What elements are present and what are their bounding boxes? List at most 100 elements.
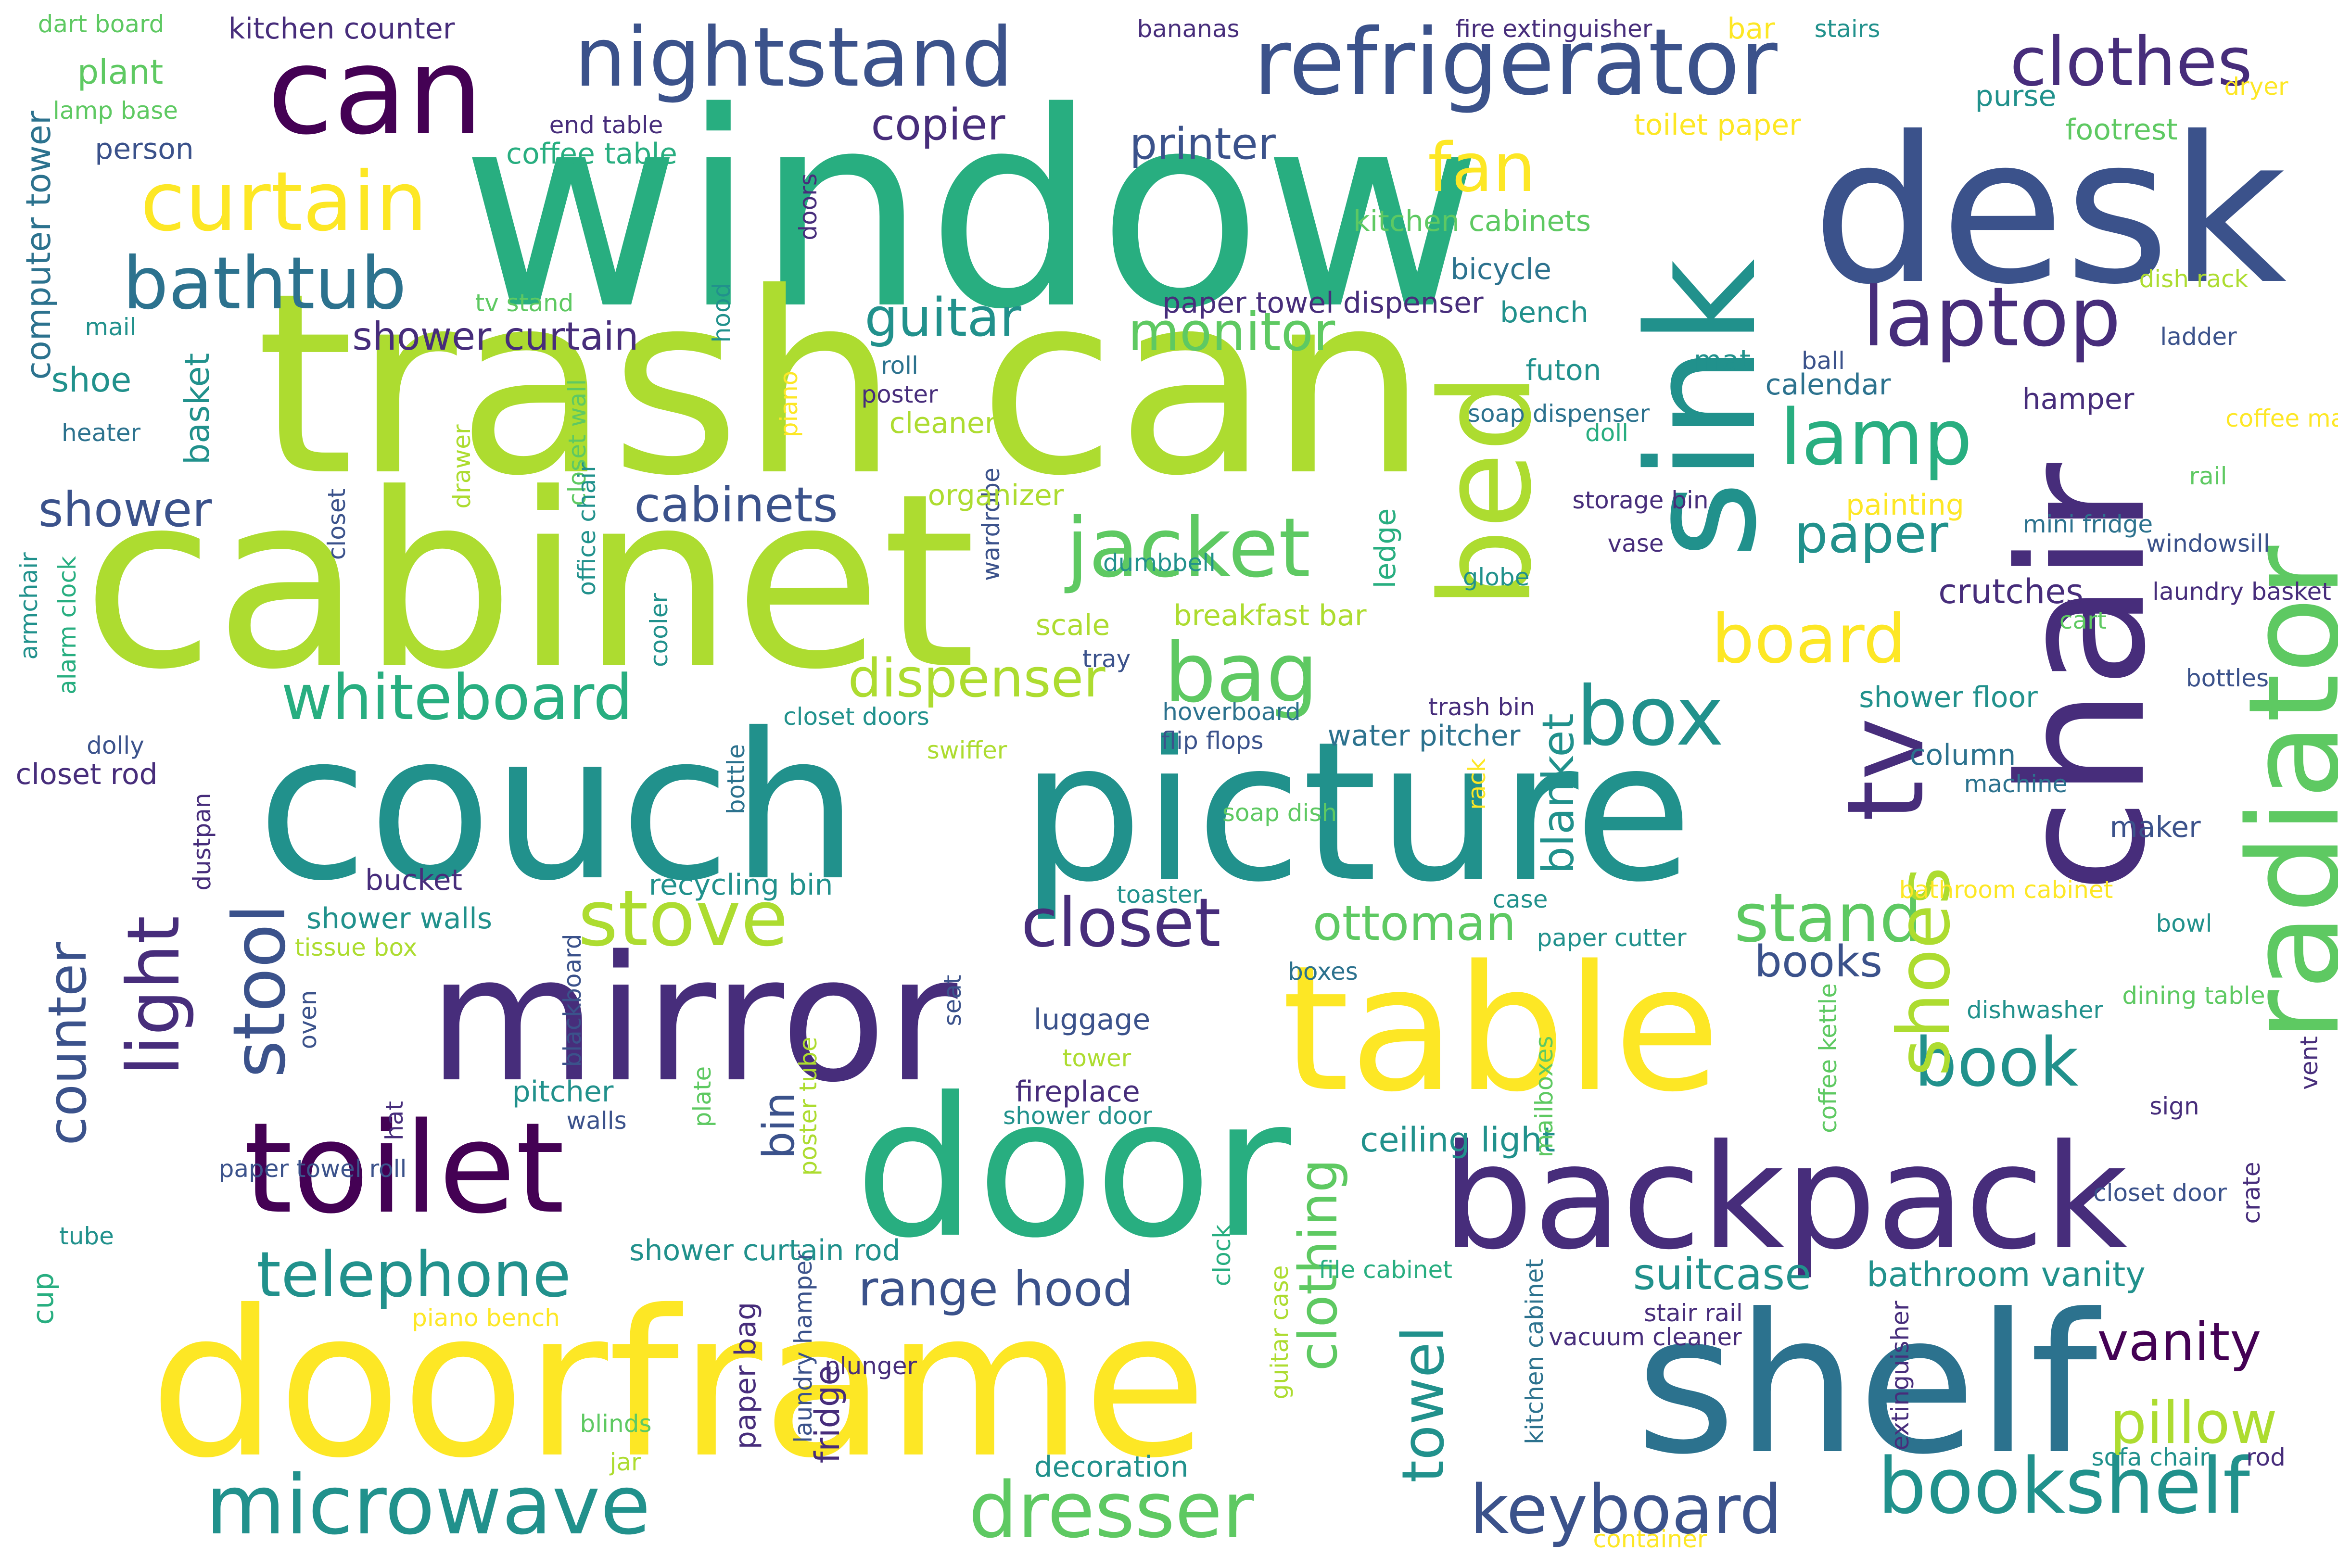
word-decoration: decoration <box>1034 1450 1189 1484</box>
word-stand: stand <box>1734 879 1922 958</box>
word-dumbbell: dumbbell <box>1103 549 1216 577</box>
word-bowl: bowl <box>2156 910 2212 937</box>
word-light: light <box>112 915 196 1076</box>
word-rack: rack <box>1463 758 1491 810</box>
word-jacket: jacket <box>1066 501 1311 596</box>
word-mail: mail <box>85 313 137 341</box>
word-range-hood: range hood <box>858 1261 1133 1317</box>
word-swiffer: swiffer <box>927 736 1007 764</box>
word-plant: plant <box>77 52 164 92</box>
word-dryer: dryer <box>2224 73 2288 101</box>
word-bottles: bottles <box>2186 664 2269 692</box>
word-storage-bin: storage bin <box>1572 486 1709 514</box>
word-curtain: curtain <box>140 154 428 250</box>
word-container: container <box>1593 1525 1707 1553</box>
word-window: window <box>460 55 1483 368</box>
word-tray: tray <box>1082 645 1131 673</box>
word-picture: picture <box>1020 701 1693 924</box>
word-person: person <box>95 132 194 166</box>
word-door: door <box>854 1057 1291 1280</box>
word-computer-tower: computer tower <box>19 111 58 380</box>
word-scale: scale <box>1035 608 1110 642</box>
word-roll: roll <box>881 352 918 379</box>
word-doll: doll <box>1585 419 1629 447</box>
word-refrigerator: refrigerator <box>1253 9 1778 115</box>
word-stove: stove <box>578 873 788 963</box>
word-stairs: stairs <box>1814 15 1881 43</box>
word-bucket: bucket <box>365 863 463 897</box>
word-dustpan: dustpan <box>188 793 216 891</box>
word-fireplace: fireplace <box>1015 1075 1140 1109</box>
word-toaster: toaster <box>1117 881 1202 909</box>
word-lamp-base: lamp base <box>52 97 178 125</box>
word-tower: tower <box>1062 1044 1131 1072</box>
word-maker: maker <box>2109 810 2201 844</box>
word-hood: hood <box>708 282 736 343</box>
word-board: board <box>1711 600 1906 679</box>
word-shower-curtain: shower curtain <box>352 314 639 359</box>
word-fire-extinguisher: fire extinguisher <box>1455 15 1652 43</box>
word-dishwasher: dishwasher <box>1967 996 2103 1024</box>
word-shelf: shelf <box>1636 1273 2097 1497</box>
word-drawer: drawer <box>448 424 476 509</box>
word-guitar: guitar <box>864 287 1021 348</box>
word-telephone: telephone <box>256 1238 571 1311</box>
word-sofa-chair: sofa chair <box>2091 1443 2210 1471</box>
word-basket: basket <box>178 353 217 465</box>
word-hoverboard: hoverboard <box>1162 698 1301 726</box>
word-bag: bag <box>1164 626 1318 721</box>
word-walls: walls <box>566 1107 627 1135</box>
word-clothes: clothes <box>2009 23 2253 101</box>
word-paper-towel-roll: paper towel roll <box>218 1155 407 1183</box>
word-piano: piano <box>775 370 803 438</box>
word-blinds: blinds <box>580 1410 652 1438</box>
word-vent: vent <box>2295 1036 2323 1090</box>
word-luggage: luggage <box>1033 1003 1151 1037</box>
word-kitchen-counter: kitchen counter <box>228 12 455 46</box>
word-desk: desk <box>1812 94 2287 329</box>
word-dining-table: dining table <box>2122 982 2265 1010</box>
word-laundry-hamper: laundry hamper <box>789 1251 817 1443</box>
word-jar: jar <box>610 1448 641 1476</box>
word-closet-doors: closet doors <box>783 703 929 731</box>
word-closet: closet <box>1021 884 1221 962</box>
word-toilet-paper: toilet paper <box>1634 108 1801 142</box>
word-futon: futon <box>1525 354 1601 387</box>
word-laptop: laptop <box>1862 270 2121 365</box>
word-bananas: bananas <box>1137 15 1240 43</box>
word-painting: painting <box>1846 488 1964 522</box>
word-windowsill: windowsill <box>2146 530 2270 557</box>
word-counter: counter <box>37 942 98 1146</box>
word-shower-walls: shower walls <box>306 902 493 936</box>
word-shower-curtain-rod: shower curtain rod <box>629 1234 901 1267</box>
word-closet-rod: closet rod <box>15 758 158 791</box>
word-globe: globe <box>1462 563 1530 591</box>
word-stool: stool <box>218 903 302 1078</box>
word-bathroom-cabinet: bathroom cabinet <box>1899 876 2113 904</box>
word-breakfast-bar: breakfast bar <box>1173 599 1367 632</box>
word-cabinet: cabinet <box>82 442 977 722</box>
word-tv-stand: tv stand <box>475 289 574 317</box>
word-keyboard: keyboard <box>1470 1471 1782 1549</box>
word-mailboxes: mailboxes <box>1530 1036 1558 1158</box>
word-trash-can: trash can <box>255 239 1428 531</box>
word-bicycle: bicycle <box>1450 253 1551 286</box>
word-kitchen-cabinet: kitchen cabinet <box>1521 1259 1549 1444</box>
word-shower-door: shower door <box>1003 1102 1152 1130</box>
word-blanket: blanket <box>1533 713 1584 874</box>
word-bathtub: bathtub <box>122 242 407 326</box>
word-dish-rack: dish rack <box>2139 265 2249 293</box>
word-table: table <box>1282 928 1720 1130</box>
word-vase: vase <box>1607 530 1664 557</box>
word-extinguisher: extinguisher <box>1886 1301 1914 1451</box>
word-hat: hat <box>381 1101 408 1140</box>
word-mat: mat <box>1693 344 1751 378</box>
word-piano-bench: piano bench <box>412 1304 560 1332</box>
word-coffee-maker: coffee maker <box>2225 405 2338 432</box>
word-cleaner: cleaner <box>889 406 997 440</box>
word-coffee-kettle: coffee kettle <box>1814 983 1842 1133</box>
word-cabinets: cabinets <box>634 477 838 533</box>
word-copier: copier <box>871 100 1005 150</box>
word-couch: couch <box>257 690 859 925</box>
